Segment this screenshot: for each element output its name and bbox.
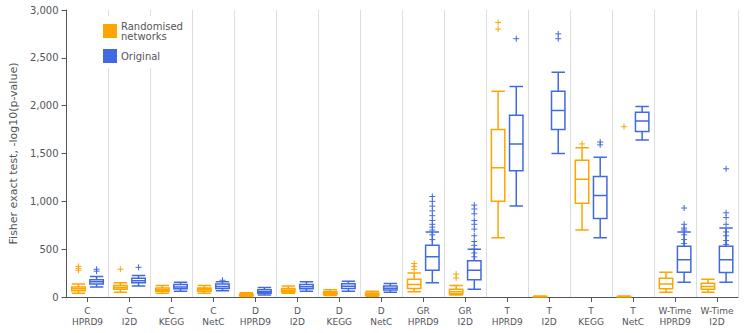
svg-text:HPRD9: HPRD9 (408, 317, 439, 327)
svg-text:NetC: NetC (202, 317, 224, 327)
svg-text:0: 0 (52, 292, 58, 303)
svg-text:I2D: I2D (458, 317, 473, 327)
svg-text:C: C (210, 306, 216, 316)
svg-text:Randomised: Randomised (121, 20, 183, 32)
svg-text:I2D: I2D (122, 317, 137, 327)
svg-text:I2D: I2D (541, 317, 556, 327)
svg-text:HPRD9: HPRD9 (240, 317, 271, 327)
svg-text:KEGG: KEGG (327, 317, 353, 327)
svg-text:C: C (84, 306, 90, 316)
svg-text:D: D (252, 306, 259, 316)
svg-text:T: T (545, 306, 552, 316)
svg-text:1,500: 1,500 (30, 148, 59, 159)
svg-text:I2D: I2D (709, 317, 724, 327)
svg-text:NetC: NetC (622, 317, 644, 327)
svg-text:KEGG: KEGG (578, 317, 604, 327)
svg-text:2,500: 2,500 (30, 52, 59, 63)
svg-text:2,000: 2,000 (30, 100, 59, 111)
svg-text:I2D: I2D (290, 317, 305, 327)
svg-text:GR: GR (417, 306, 430, 316)
svg-text:KEGG: KEGG (159, 317, 185, 327)
svg-text:NetC: NetC (370, 317, 392, 327)
svg-text:T: T (629, 306, 636, 316)
svg-text:D: D (378, 306, 385, 316)
svg-text:networks: networks (121, 31, 167, 42)
svg-text:D: D (294, 306, 301, 316)
svg-text:C: C (126, 306, 132, 316)
svg-text:500: 500 (39, 244, 58, 255)
svg-text:HPRD9: HPRD9 (492, 317, 523, 327)
svg-text:T: T (587, 306, 594, 316)
svg-text:3,000: 3,000 (30, 5, 59, 16)
svg-text:HPRD9: HPRD9 (72, 317, 103, 327)
svg-text:Fisher exact test, -log10(p-va: Fisher exact test, -log10(p-value) (7, 63, 20, 245)
svg-text:W-Time: W-Time (701, 306, 734, 316)
svg-text:1,000: 1,000 (30, 196, 59, 207)
svg-text:GR: GR (459, 306, 472, 316)
svg-text:D: D (336, 306, 343, 316)
svg-text:W-Time: W-Time (659, 306, 692, 316)
svg-text:T: T (503, 306, 510, 316)
svg-text:HPRD9: HPRD9 (659, 317, 690, 327)
svg-text:C: C (168, 306, 174, 316)
svg-text:Original: Original (121, 51, 160, 62)
